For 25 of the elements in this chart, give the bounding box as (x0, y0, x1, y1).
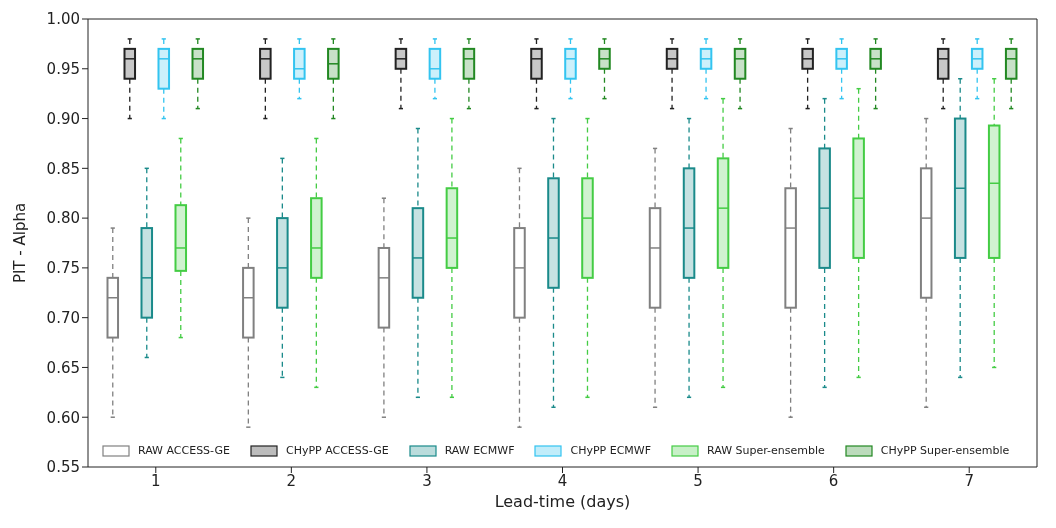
legend-label: CHyPP ECMWF (569, 444, 652, 457)
x-tick-label: 3 (422, 471, 432, 490)
x-tick-label: 5 (693, 471, 703, 490)
y-tick-label: 0.70 (46, 308, 80, 327)
x-tick-label: 2 (286, 471, 297, 490)
x-axis-title: Lead-time (days) (494, 492, 631, 511)
y-tick-label: 0.90 (46, 109, 80, 128)
y-tick-label: 0.65 (46, 358, 80, 377)
x-tick-label: 7 (964, 471, 974, 490)
legend-label: CHyPP Super-ensemble (879, 444, 1010, 457)
y-tick-label: 0.95 (46, 60, 80, 79)
y-tick-label: 0.80 (46, 209, 80, 228)
y-tick-label: 1.00 (46, 10, 80, 29)
legend-label: RAW ACCESS-GE (137, 444, 230, 457)
legend-label: CHyPP ACCESS-GE (284, 444, 389, 457)
y-tick-label: 0.60 (46, 408, 80, 427)
y-tick-label: 0.85 (46, 159, 80, 178)
x-tick-label: 1 (151, 471, 161, 490)
y-axis-title: PIT - Alpha (11, 202, 30, 284)
y-tick-label: 0.55 (46, 458, 80, 477)
y-tick-label: 0.75 (46, 259, 80, 278)
legend-label: RAW ECMWF (443, 444, 515, 457)
x-tick-label: 6 (828, 471, 839, 490)
x-tick-label: 4 (557, 471, 568, 490)
legend-label: RAW Super-ensemble (706, 444, 825, 457)
